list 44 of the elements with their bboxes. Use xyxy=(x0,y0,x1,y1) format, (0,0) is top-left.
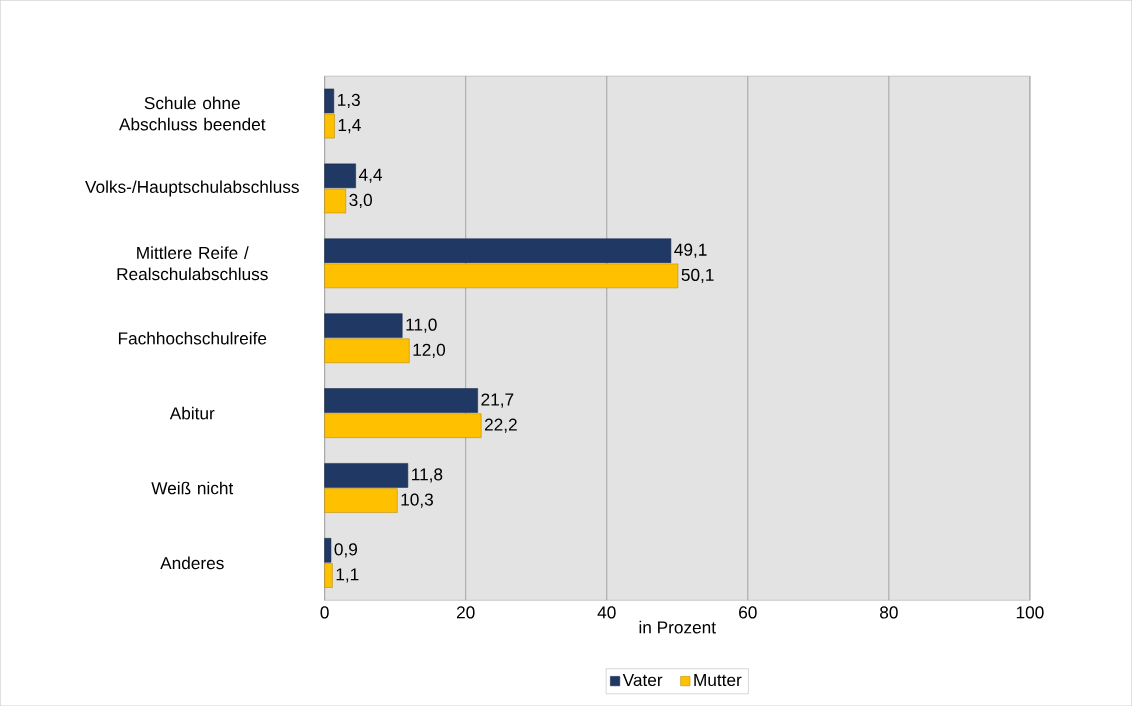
data-label: 3,0 xyxy=(349,193,372,209)
bar xyxy=(324,163,356,188)
x-tick-label: 60 xyxy=(739,606,757,619)
x-tick-label: 20 xyxy=(456,606,475,619)
bar xyxy=(324,488,398,513)
y-tick-label: Anderes xyxy=(160,556,224,570)
data-label: 0,9 xyxy=(334,543,358,558)
data-label: 1,3 xyxy=(338,93,360,108)
bar xyxy=(324,263,679,289)
data-label: 21,7 xyxy=(481,393,514,408)
bar xyxy=(324,338,410,363)
legend-label: Mutter xyxy=(694,673,742,686)
bar xyxy=(324,238,672,263)
y-tick-label: Weiß nicht xyxy=(151,481,234,495)
x-tick-label: 80 xyxy=(880,606,898,619)
x-tick-label: 100 xyxy=(1016,606,1044,619)
x-tick-label: 40 xyxy=(597,606,616,619)
data-label: 11,0 xyxy=(406,318,437,333)
y-tick-label: Volks-/Hauptschulabschluss xyxy=(85,180,299,197)
bar xyxy=(324,537,332,563)
bar xyxy=(324,413,482,438)
bar xyxy=(324,88,335,114)
data-label: 50,1 xyxy=(681,268,714,283)
bar xyxy=(324,563,333,588)
y-tick-label: Abitur xyxy=(169,406,215,420)
bar xyxy=(324,188,347,214)
data-label: 11,8 xyxy=(412,468,443,483)
bar xyxy=(324,113,335,139)
bar xyxy=(324,388,478,413)
data-label: 49,1 xyxy=(674,243,707,258)
data-label: 12,0 xyxy=(413,343,446,358)
data-label: 10,3 xyxy=(401,493,433,508)
x-axis-title: in Prozent xyxy=(639,620,716,634)
data-label: 4,4 xyxy=(358,168,383,183)
y-tick-label: Schule ohne Abschluss beendet xyxy=(119,96,266,131)
data-label: 1,4 xyxy=(338,118,361,134)
y-tick-label: Fachhochschulreife xyxy=(118,331,267,345)
x-tick-label: 0 xyxy=(320,606,329,619)
y-tick-label: Mittlere Reife / Realschulabschluss xyxy=(117,246,268,281)
data-label: 22,2 xyxy=(484,418,517,433)
legend-label: Vater xyxy=(622,673,663,686)
bar xyxy=(324,463,409,488)
bar xyxy=(324,313,403,338)
data-label: 1,1 xyxy=(336,568,359,583)
